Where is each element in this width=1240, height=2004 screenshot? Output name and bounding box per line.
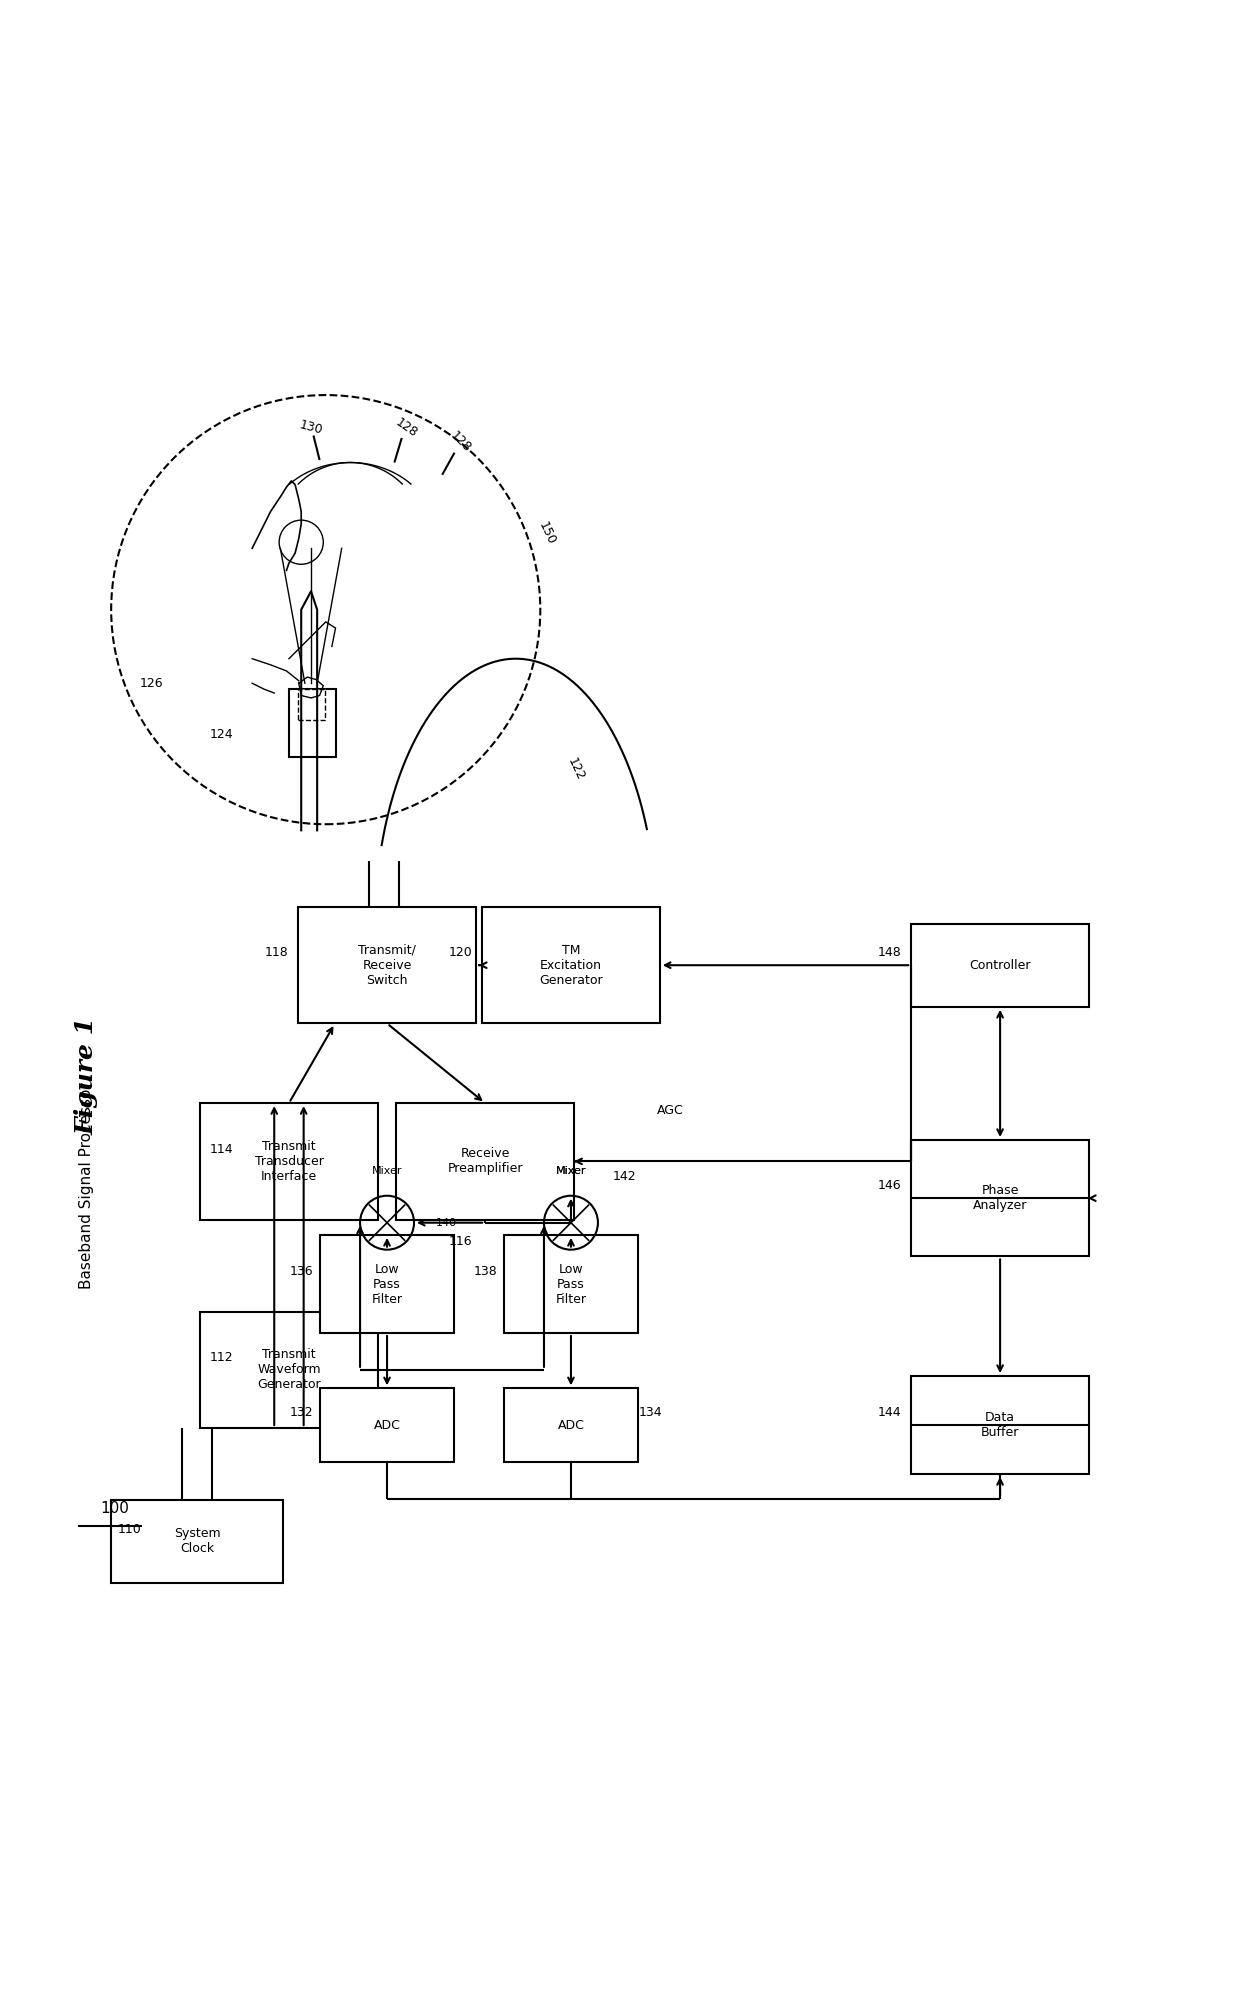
Text: 134: 134 — [639, 1407, 662, 1419]
Bar — [320, 1389, 455, 1461]
Text: 140: 140 — [436, 1218, 458, 1228]
Bar — [911, 924, 1089, 1006]
Bar — [298, 689, 325, 719]
Bar — [503, 1234, 639, 1333]
Bar — [289, 689, 336, 758]
Text: Receive
Preamplifier: Receive Preamplifier — [448, 1148, 523, 1176]
Text: System
Clock: System Clock — [174, 1527, 221, 1555]
Text: 142: 142 — [613, 1170, 636, 1184]
Text: 128: 128 — [393, 417, 420, 441]
Bar — [911, 1140, 1089, 1257]
Bar — [482, 908, 660, 1024]
Bar — [503, 1389, 639, 1461]
Text: 114: 114 — [210, 1142, 233, 1156]
Text: Low
Pass
Filter: Low Pass Filter — [372, 1263, 403, 1305]
Text: Transmit
Waveform
Generator: Transmit Waveform Generator — [257, 1349, 321, 1391]
Text: 122: 122 — [565, 756, 587, 782]
Text: Transmit
Transducer
Interface: Transmit Transducer Interface — [254, 1140, 324, 1182]
Text: 118: 118 — [265, 946, 289, 960]
Text: 126: 126 — [140, 677, 164, 689]
Text: 130: 130 — [298, 419, 324, 437]
Text: AGC: AGC — [657, 1104, 683, 1118]
Text: 150: 150 — [536, 521, 557, 547]
Bar — [397, 1102, 574, 1220]
Text: 132: 132 — [289, 1407, 312, 1419]
Text: ADC: ADC — [558, 1419, 584, 1431]
Text: 100: 100 — [100, 1501, 129, 1515]
Text: 128: 128 — [448, 429, 474, 455]
Text: Phase
Analyzer: Phase Analyzer — [973, 1184, 1027, 1212]
Bar — [911, 1377, 1089, 1475]
Text: 116: 116 — [449, 1234, 472, 1248]
Text: ADC: ADC — [373, 1419, 401, 1431]
Bar — [200, 1102, 378, 1220]
Text: Data
Buffer: Data Buffer — [981, 1411, 1019, 1439]
Text: 148: 148 — [878, 946, 901, 960]
Text: Transmit/
Receive
Switch: Transmit/ Receive Switch — [358, 944, 415, 986]
Text: Mixer: Mixer — [372, 1166, 402, 1176]
Text: Low
Pass
Filter: Low Pass Filter — [556, 1263, 587, 1305]
Text: Controller: Controller — [970, 958, 1030, 972]
Text: Baseband Signal Processor: Baseband Signal Processor — [79, 1082, 94, 1289]
Bar — [200, 1311, 378, 1429]
Text: 146: 146 — [878, 1180, 901, 1192]
Bar — [298, 908, 476, 1024]
Text: 144: 144 — [878, 1407, 901, 1419]
Text: 112: 112 — [210, 1351, 233, 1365]
Text: Figure 1: Figure 1 — [74, 1016, 99, 1134]
Text: 124: 124 — [210, 727, 233, 741]
Bar — [320, 1234, 455, 1333]
Text: Mixer: Mixer — [556, 1166, 587, 1176]
Text: 110: 110 — [118, 1523, 141, 1535]
Bar — [112, 1499, 283, 1583]
Text: 136: 136 — [289, 1265, 312, 1279]
Text: Mixer: Mixer — [556, 1166, 587, 1176]
Text: 138: 138 — [474, 1265, 497, 1279]
Text: 120: 120 — [449, 946, 472, 960]
Text: TM
Excitation
Generator: TM Excitation Generator — [539, 944, 603, 986]
